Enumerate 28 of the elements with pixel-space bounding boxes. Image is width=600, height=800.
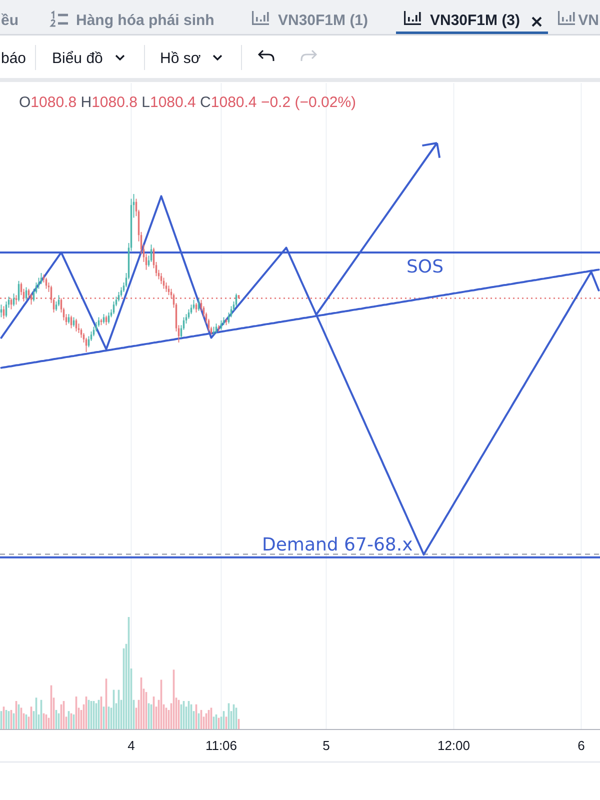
candlestick xyxy=(105,315,108,326)
text: VN30F1M (1) xyxy=(278,12,368,29)
text: VN xyxy=(578,12,599,29)
x-tick-label: 12:00 xyxy=(437,738,470,753)
text: VN30F1M (3) xyxy=(430,12,520,29)
text: Biểu đồ xyxy=(52,50,103,67)
candlestick xyxy=(68,314,70,324)
candlestick xyxy=(192,299,195,310)
candlestick xyxy=(195,302,198,313)
candlestick xyxy=(18,280,20,302)
candlestick xyxy=(108,312,110,324)
x-tick-label: 4 xyxy=(128,738,135,753)
candlestick xyxy=(40,272,42,285)
candlestick xyxy=(102,314,105,324)
x-tick-label: 6 xyxy=(578,738,585,753)
x-tick-label: 5 xyxy=(322,738,330,753)
text: Hàng hóa phái sinh xyxy=(76,12,214,29)
ref-line-label: Demand 67-68.x xyxy=(262,534,414,556)
x-tick-label: 11:06 xyxy=(205,738,238,753)
text: Hồ sơ xyxy=(160,50,201,67)
ref-line-label: SOS xyxy=(406,256,444,278)
text: O1080.8 H1080.8 L1080.4 C1080.4 −0.2 (−0.02%) xyxy=(19,94,356,111)
text: báo xyxy=(1,50,26,67)
candlestick xyxy=(220,320,222,330)
text: ều xyxy=(1,12,19,29)
candlestick xyxy=(215,323,218,334)
candlestick xyxy=(160,272,162,285)
candlestick xyxy=(198,298,200,312)
